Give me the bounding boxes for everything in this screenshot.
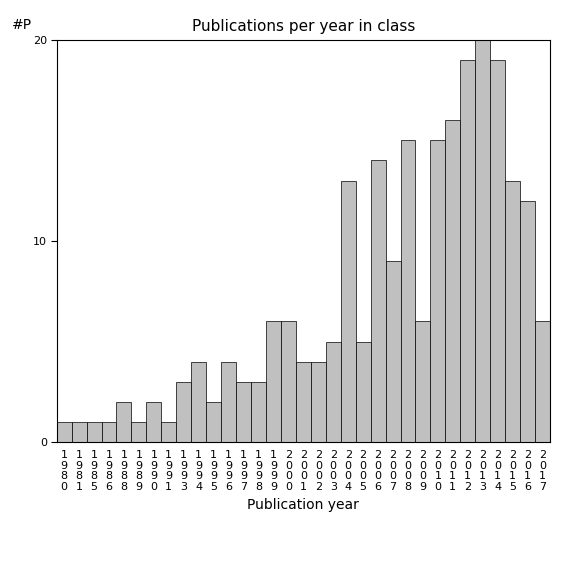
Bar [132,422,146,442]
Bar [296,362,311,442]
Bar [326,341,341,442]
Bar [57,422,71,442]
Bar [416,321,430,442]
Bar [101,422,116,442]
Bar [251,382,266,442]
Bar [221,362,236,442]
Bar [535,321,550,442]
Bar [71,422,87,442]
Bar [116,402,132,442]
Y-axis label: #P: #P [12,18,32,32]
Bar [236,382,251,442]
Bar [311,362,326,442]
Bar [475,40,490,442]
Title: Publications per year in class: Publications per year in class [192,19,415,35]
Bar [430,141,445,442]
Bar [146,402,162,442]
Bar [356,341,371,442]
Bar [386,261,400,442]
Bar [371,160,386,442]
Bar [176,382,191,442]
Bar [400,141,416,442]
Bar [490,60,505,442]
Bar [191,362,206,442]
Bar [341,180,356,442]
Bar [162,422,176,442]
Bar [520,201,535,442]
Bar [266,321,281,442]
Bar [281,321,296,442]
Bar [460,60,475,442]
X-axis label: Publication year: Publication year [247,498,359,512]
Bar [206,402,221,442]
Bar [505,180,520,442]
Bar [87,422,101,442]
Bar [445,120,460,442]
